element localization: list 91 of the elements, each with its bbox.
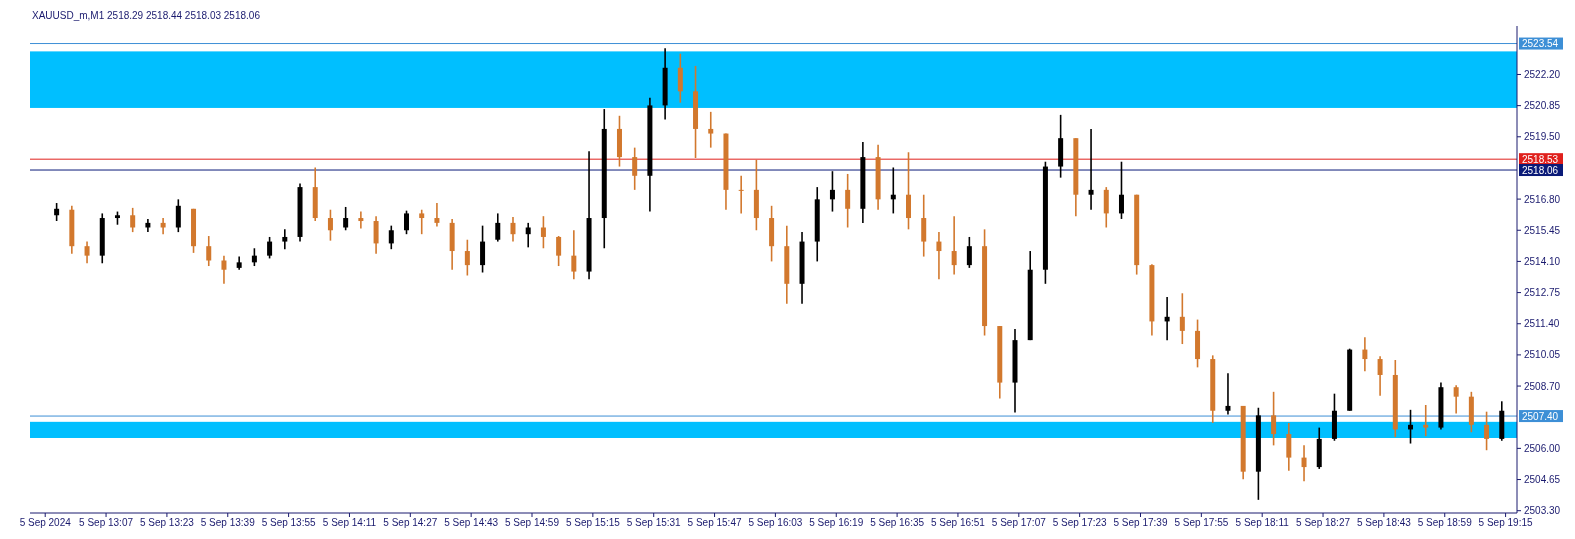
candlestick <box>845 173 851 229</box>
y-tick-label: 2504.65 <box>1524 474 1561 486</box>
y-tick-label: 2510.05 <box>1524 349 1561 361</box>
candlestick <box>404 209 409 235</box>
candlestick <box>1118 160 1124 220</box>
candlestick <box>434 202 440 228</box>
candlestick <box>571 229 577 280</box>
x-tick-label: 5 Sep 16:19 <box>809 517 864 528</box>
candlestick <box>906 151 912 231</box>
candlestick <box>419 208 425 235</box>
x-tick-label: 5 Sep 17:07 <box>991 517 1047 528</box>
x-tick-label: 5 Sep 18:43 <box>1356 517 1412 528</box>
candlestick <box>1377 355 1383 397</box>
candlestick <box>130 207 136 233</box>
x-tick-label: 5 Sep 14:43 <box>444 517 499 528</box>
x-tick-label: 5 Sep 16:03 <box>748 517 803 528</box>
candlestick <box>1484 410 1490 452</box>
y-tick-label: 2512.75 <box>1524 287 1561 299</box>
ref-line-label: 2518.06 <box>1522 164 1559 176</box>
x-tick-label: 5 Sep 15:31 <box>626 517 682 528</box>
y-tick-label: 2522.20 <box>1524 68 1561 80</box>
y-tick-label: 2519.50 <box>1524 131 1561 143</box>
x-tick-label: 5 Sep 15:47 <box>687 517 742 528</box>
candlestick <box>510 216 516 243</box>
ref-line-label: 2523.54 <box>1522 38 1559 50</box>
candlestick <box>556 235 562 267</box>
candlestick <box>1362 336 1368 373</box>
candlestick <box>738 174 744 215</box>
candlestick <box>1103 186 1109 229</box>
y-tick-label: 2506.00 <box>1524 442 1561 454</box>
ref-line-label: 2518.53 <box>1522 153 1559 165</box>
candlestick <box>464 238 470 277</box>
candlestick <box>267 236 273 260</box>
candlestick <box>175 198 181 233</box>
candlestick <box>480 224 486 274</box>
y-tick-label: 2516.80 <box>1524 193 1561 205</box>
x-tick-label: 5 Sep 13:55 <box>261 517 317 528</box>
candlestick <box>829 170 835 213</box>
x-tick-label: 5 Sep 17:39 <box>1113 517 1168 528</box>
candlestick <box>1423 404 1429 437</box>
candlestick <box>327 208 333 242</box>
y-tick-label: 2503.30 <box>1524 505 1561 517</box>
candlestick <box>921 193 927 258</box>
candlestick <box>1179 292 1185 345</box>
candlestick <box>632 146 638 191</box>
candlestick <box>677 52 683 104</box>
x-tick-label: 5 Sep 14:59 <box>505 517 560 528</box>
x-tick-label: 5 Sep 18:27 <box>1296 517 1351 528</box>
x-tick-label: 5 Sep 14:11 <box>322 517 377 528</box>
x-tick-label: 5 Sep 16:35 <box>870 517 925 528</box>
candlestick <box>525 222 531 249</box>
candlestick <box>540 215 546 250</box>
x-tick-label: 5 Sep 13:23 <box>139 517 195 528</box>
candlestick <box>1301 444 1307 482</box>
y-tick-label: 2520.85 <box>1524 100 1561 112</box>
x-tick-label: 5 Sep 18:59 <box>1417 517 1473 528</box>
candlestick <box>1286 422 1292 472</box>
candlestick <box>1453 384 1459 415</box>
x-tick-label: 5 Sep 16:51 <box>930 517 986 528</box>
candlestick <box>54 202 60 222</box>
candlestick <box>206 235 212 267</box>
candlestick <box>936 231 942 280</box>
candlestick <box>221 254 227 285</box>
y-tick-label: 2511.40 <box>1524 318 1560 330</box>
y-tick-label: 2515.45 <box>1524 224 1561 236</box>
y-tick-label: 2514.10 <box>1524 255 1561 267</box>
x-tick-label: 5 Sep 13:07 <box>79 517 134 528</box>
candlestick <box>282 228 288 250</box>
x-tick-label: 5 Sep 14:27 <box>383 517 438 528</box>
y-tick-label: 2508.70 <box>1524 380 1561 392</box>
x-tick-label: 5 Sep 19:15 <box>1478 517 1533 528</box>
candlestick <box>1088 128 1094 211</box>
x-tick-label: 5 Sep 17:55 <box>1174 517 1229 528</box>
candlestick <box>1271 391 1277 447</box>
x-tick-label: 5 Sep 17:23 <box>1052 517 1108 528</box>
candlestick <box>84 240 90 265</box>
ref-line-label: 2507.40 <box>1522 410 1559 422</box>
candlestick <box>708 111 714 149</box>
candlestick <box>373 215 379 255</box>
candlestick <box>1225 372 1231 416</box>
candlestick <box>966 236 972 269</box>
candlestick <box>495 212 501 243</box>
x-tick-label: 5 Sep 13:39 <box>200 517 256 528</box>
chart-title: XAUUSD_m,M1 2518.29 2518.44 2518.03 2518.06 <box>32 10 261 21</box>
x-tick-label: 5 Sep 15:15 <box>565 517 621 528</box>
candlestick <box>358 210 364 230</box>
candlestick <box>388 224 394 250</box>
x-tick-label: 5 Sep 18:11 <box>1235 517 1290 528</box>
candlestick <box>343 206 349 232</box>
candlestick <box>951 215 957 276</box>
x-tick-label: 5 Sep 2024 <box>19 517 72 528</box>
